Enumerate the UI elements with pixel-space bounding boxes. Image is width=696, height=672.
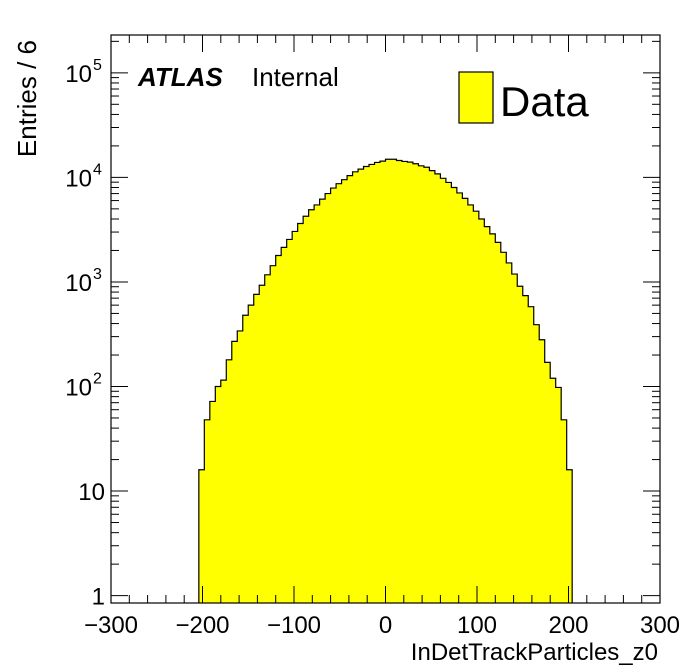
histogram-bin	[550, 378, 557, 603]
histogram-bin	[275, 255, 282, 603]
histogram-bin	[385, 159, 392, 603]
histogram-bin	[451, 187, 458, 603]
histogram-bin	[253, 294, 260, 603]
y-tick-label: 10	[65, 270, 92, 297]
histogram-bin	[467, 204, 474, 604]
histogram-bin	[374, 162, 381, 603]
histogram-bin	[248, 305, 255, 603]
histogram-bin	[517, 286, 524, 603]
histogram-bin	[220, 380, 227, 603]
y-tick-label: 10	[65, 165, 92, 192]
y-tick-label: 10	[78, 479, 105, 506]
histogram-bin	[363, 166, 370, 604]
histogram-bars	[198, 159, 573, 604]
x-tick-label: −200	[175, 612, 229, 639]
legend-label: Data	[500, 78, 589, 125]
histogram-bin	[204, 419, 211, 603]
histogram-bin	[231, 341, 238, 603]
y-tick-exponent: 5	[93, 57, 102, 74]
x-axis-ticks: −300 −200 −100 0 100 200 300	[84, 35, 680, 639]
histogram-bin	[264, 274, 271, 603]
histogram-bin	[242, 315, 249, 603]
y-tick-exponent: 2	[93, 371, 102, 388]
x-axis-label: InDetTrackParticles_z0	[411, 639, 658, 666]
histogram-bin	[401, 161, 408, 603]
histogram-bin	[555, 387, 562, 603]
x-tick-label: 200	[548, 612, 588, 639]
histogram-bin	[473, 211, 480, 603]
histogram-bin	[341, 179, 348, 603]
histogram-bin	[330, 188, 337, 604]
y-tick-label: 10	[65, 61, 92, 88]
histogram-bin	[539, 339, 546, 603]
histogram-bin	[390, 159, 397, 603]
histogram-bin	[418, 165, 425, 604]
histogram-bin	[352, 171, 359, 603]
histogram-bin	[533, 324, 540, 603]
y-tick-exponent: 4	[93, 161, 102, 178]
x-tick-label: 100	[457, 612, 497, 639]
histogram-bin	[380, 161, 386, 603]
x-tick-label: 0	[379, 612, 392, 639]
histogram-bin	[484, 226, 491, 603]
histogram-bin	[500, 252, 507, 603]
histogram-bin	[358, 169, 364, 604]
histogram-bin	[407, 162, 414, 604]
histogram-bin	[215, 386, 222, 603]
histogram-bin	[325, 193, 331, 603]
histogram-bin	[259, 285, 266, 603]
histogram-bin	[314, 204, 321, 604]
histogram-bin	[561, 419, 568, 603]
histogram-outline	[198, 158, 573, 603]
histogram-bin	[423, 167, 430, 603]
histogram-bin	[489, 233, 496, 603]
histogram-bin	[445, 182, 452, 603]
histogram-bin	[336, 183, 342, 603]
histogram-bin	[478, 218, 485, 603]
histogram-bin	[292, 231, 299, 603]
histogram-bin	[369, 164, 375, 603]
histogram-bin	[566, 469, 573, 603]
histogram-bin	[209, 401, 216, 603]
y-axis-label: Entries / 6	[12, 40, 42, 157]
atlas-sublabel: Internal	[252, 62, 339, 92]
histogram-bin	[429, 170, 436, 603]
histogram-bin	[237, 330, 244, 603]
histogram-bin	[528, 306, 535, 603]
histogram-bin	[412, 163, 419, 603]
histogram-bin	[270, 265, 277, 603]
x-tick-label: −100	[267, 612, 321, 639]
histogram-bin	[434, 173, 441, 603]
histogram-bin	[495, 242, 502, 604]
y-tick-label: 10	[65, 375, 92, 402]
histogram-bin	[286, 239, 293, 603]
histogram-bin	[303, 216, 310, 603]
histogram-bin	[396, 160, 403, 603]
histogram-bin	[511, 274, 518, 603]
x-tick-label: 300	[640, 612, 680, 639]
histogram-bin	[347, 175, 353, 603]
histogram-bin	[440, 178, 447, 603]
histogram-bin	[297, 223, 304, 604]
histogram-bin	[226, 359, 233, 603]
legend-swatch	[458, 71, 494, 124]
histogram-bin	[198, 469, 205, 603]
x-tick-label: −300	[84, 612, 138, 639]
histogram-bin	[506, 262, 513, 603]
histogram-bin	[308, 209, 315, 604]
y-tick-exponent: 3	[93, 266, 102, 283]
histogram-bin	[462, 198, 469, 603]
atlas-label: ATLAS	[137, 62, 223, 92]
histogram-bin	[319, 199, 326, 603]
histogram-bin	[544, 362, 551, 603]
histogram-bin	[281, 247, 288, 603]
y-tick-label: 1	[92, 584, 105, 611]
histogram-bin	[522, 295, 529, 603]
histogram-bin	[456, 192, 463, 603]
